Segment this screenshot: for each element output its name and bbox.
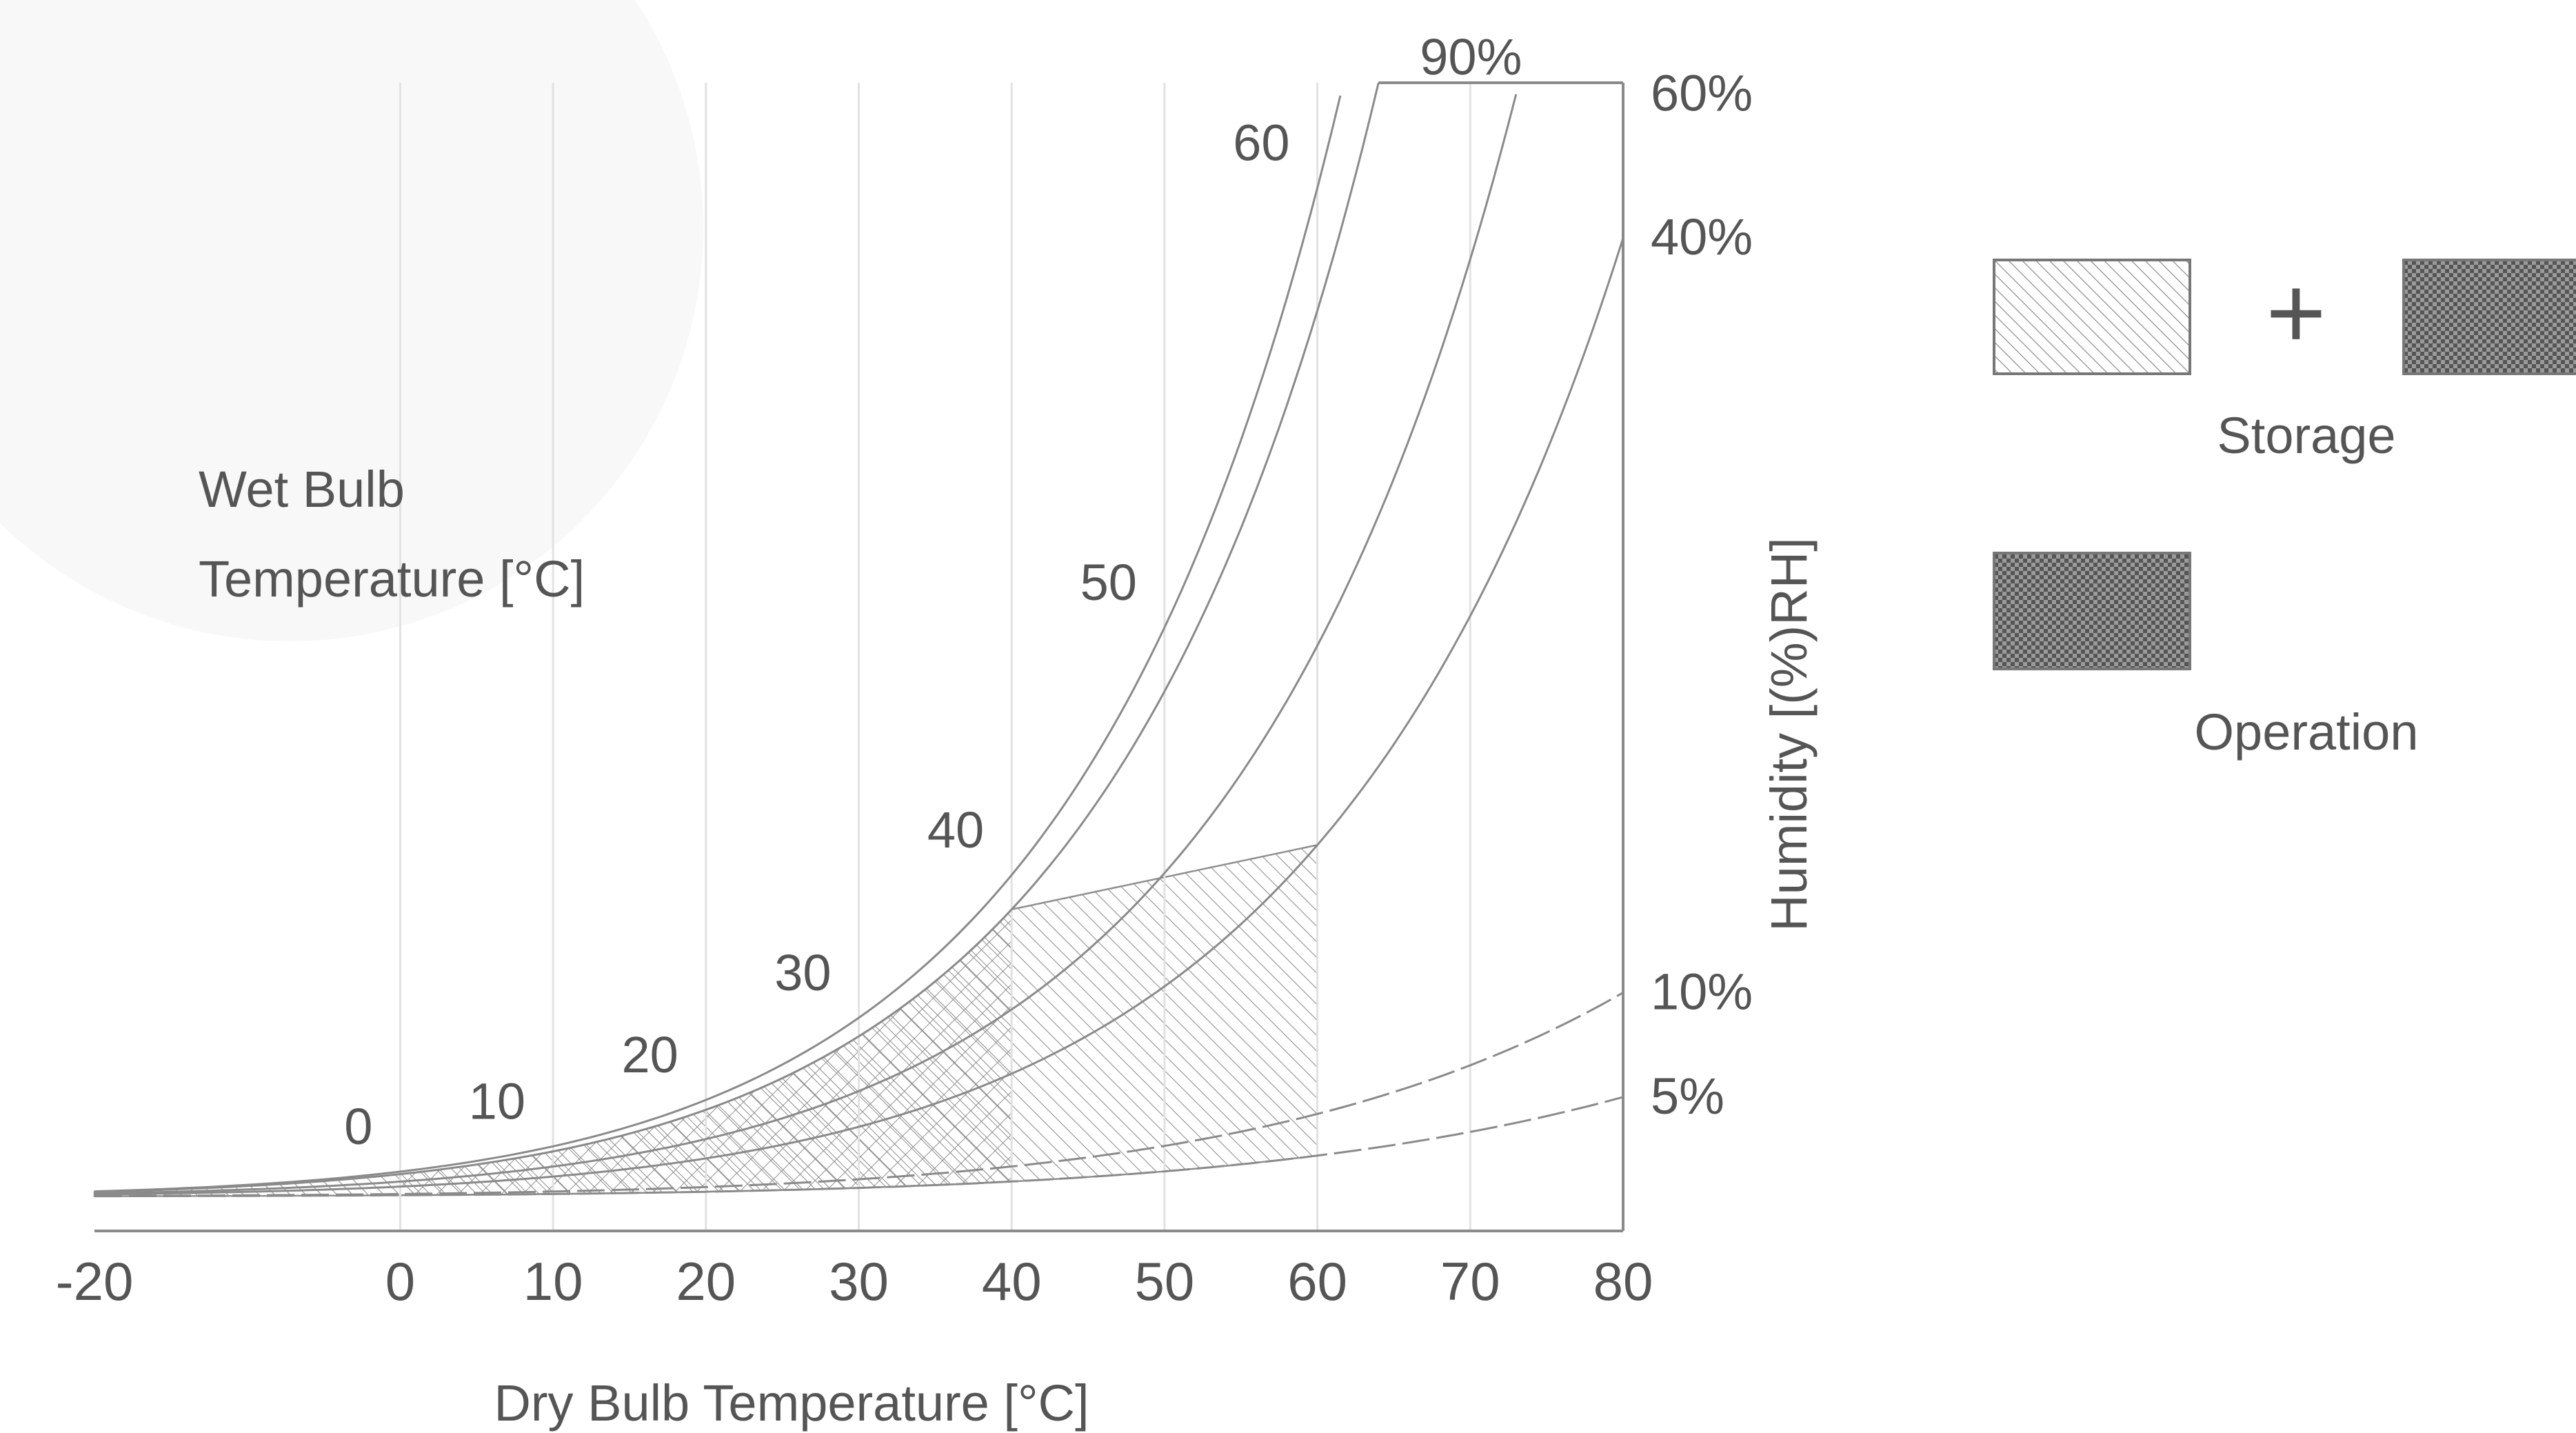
axes-layer (94, 81, 1624, 1232)
rh-curve-5 (94, 1096, 1624, 1198)
x-tick-label: 60 (1287, 1251, 1347, 1312)
x-tick-label: 20 (676, 1251, 736, 1312)
y-axis-label: Humidity [(%)RH] (1760, 537, 1818, 931)
legend-storage-swatch (1993, 259, 2191, 375)
x-tick-label: 80 (1593, 1251, 1653, 1312)
wet-bulb-label-line1: Wet Bulb (199, 461, 405, 518)
legend-operation-label: Operation (2195, 703, 2419, 761)
legend: + Storage Operation (1993, 254, 2576, 761)
legend-storage-label: Storage (2217, 407, 2395, 464)
rh-curve-60 (94, 94, 1518, 1195)
x-axis-label: Dry Bulb Temperature [°C] (494, 1374, 1089, 1432)
rh-curve-label: 10% (1651, 963, 1753, 1020)
x-tick-label: 40 (982, 1251, 1042, 1312)
x-tick-label: 10 (523, 1251, 583, 1312)
x-tick-label: -20 (56, 1251, 134, 1312)
rh-curve-label: 40% (1651, 208, 1753, 265)
x-tick-label: 30 (829, 1251, 889, 1312)
x-tick-label: 0 (385, 1251, 415, 1312)
wet-bulb-tick-label: 30 (774, 944, 831, 1001)
wet-bulb-tick-label: 40 (927, 801, 984, 859)
rh-curve-label: 5% (1651, 1068, 1724, 1125)
saturation-curve (94, 95, 1342, 1193)
wet-bulb-tick-label: 0 (344, 1098, 372, 1155)
legend-operation-swatch-right (2402, 259, 2576, 375)
x-tick-label: 50 (1135, 1251, 1195, 1312)
wet-bulb-tick-label: 50 (1080, 554, 1137, 611)
wet-bulb-tick-label: 10 (469, 1072, 525, 1130)
legend-plus: + (2266, 254, 2326, 370)
rh-curve-90 (94, 82, 1380, 1193)
rh-curve-label: 90% (1420, 28, 1522, 86)
rh-curves-layer: 90% 60% 40% 10% 5% (94, 28, 1753, 1198)
rh-curve-40 (94, 237, 1624, 1196)
rh-curve-label: 60% (1651, 65, 1753, 122)
legend-operation-swatch (1993, 552, 2191, 670)
wet-bulb-tick-label: 60 (1233, 114, 1289, 171)
labels-layer: -20 0 10 20 30 40 50 60 70 80 0 10 20 30 40 50 60 (56, 114, 1653, 1312)
grid-layer (399, 83, 1471, 1231)
x-tick-label: 70 (1440, 1251, 1500, 1312)
watermark (0, 0, 703, 641)
wet-bulb-label-line2: Temperature [°C] (199, 550, 585, 608)
wet-bulb-tick-label: 20 (621, 1026, 678, 1083)
